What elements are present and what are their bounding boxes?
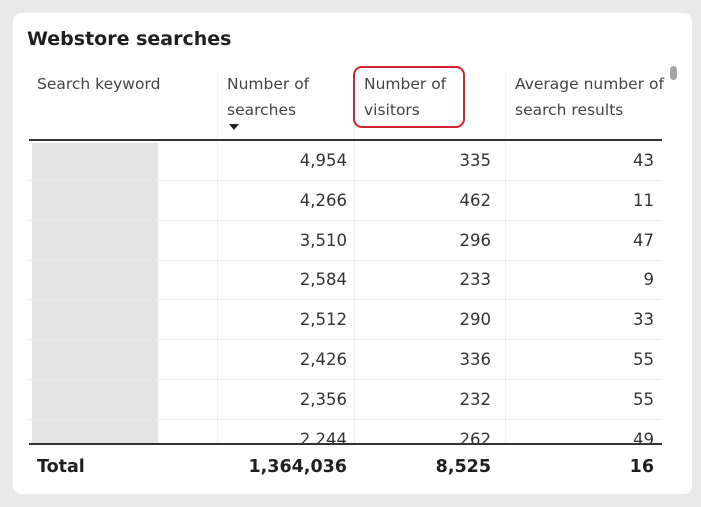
table-row[interactable]: 2,512 290 33 (29, 300, 662, 341)
cell-average-search-results: 43 (633, 151, 654, 170)
cell-number-of-searches: 2,244 (299, 429, 347, 444)
table-row[interactable]: 2,244 262 49 (29, 420, 662, 444)
table-row[interactable]: 2,584 233 9 (29, 260, 662, 301)
cell-average-search-results: 9 (643, 270, 655, 290)
table-body[interactable]: 4,954 335 43 4,266 462 11 3,510 296 47 2,584 233 9 2… (29, 141, 662, 444)
header-average-search-results[interactable]: Average number of search results (515, 75, 664, 119)
cell-average-search-results: 33 (633, 310, 654, 330)
cell-number-of-searches: 2,512 (299, 310, 347, 330)
cell-average-search-results: 47 (633, 230, 654, 250)
cell-number-of-searches: 2,356 (299, 389, 347, 409)
column-line (505, 141, 506, 444)
cell-number-of-searches: 2,426 (299, 350, 347, 369)
table-row[interactable]: 2,356 232 55 (29, 380, 662, 420)
cell-number-of-visitors: 296 (459, 230, 492, 250)
total-average-results: 16 (629, 457, 654, 477)
cell-number-of-searches: 2,584 (299, 270, 347, 290)
cell-number-of-visitors: 262 (459, 429, 492, 444)
header-search-keyword[interactable]: Search keyword (37, 75, 161, 93)
cell-average-search-results: 55 (633, 389, 654, 409)
header-number-of-searches[interactable]: Number of searches (227, 75, 310, 119)
table-row[interactable]: 3,510 296 47 (29, 221, 662, 261)
webstore-searches-card: Webstore searches Search keyword Number … (13, 13, 692, 494)
column-line (354, 141, 355, 444)
highlight-box (353, 66, 465, 128)
cell-average-search-results: 49 (633, 429, 654, 444)
cell-number-of-visitors: 232 (459, 389, 492, 409)
total-searches: 1,364,036 (248, 457, 347, 477)
cell-number-of-searches: 4,266 (299, 190, 347, 210)
visual-title: Webstore searches (27, 28, 232, 50)
column-divider (217, 71, 218, 139)
column-line (217, 141, 218, 444)
header-rule (29, 139, 662, 141)
vertical-scrollbar[interactable] (670, 66, 677, 80)
cell-number-of-visitors: 233 (459, 270, 492, 290)
cell-number-of-searches: 3,510 (299, 230, 347, 250)
cell-number-of-searches: 4,954 (299, 151, 347, 170)
cell-number-of-visitors: 336 (459, 350, 492, 369)
column-divider (505, 71, 506, 139)
redacted-keywords (32, 143, 158, 444)
table-row[interactable]: 4,954 335 43 (29, 141, 662, 181)
sort-descending-icon[interactable] (229, 124, 239, 130)
header-number-of-visitors[interactable]: Number of visitors (364, 75, 447, 119)
footer-rule (29, 443, 662, 445)
total-visitors: 8,525 (435, 457, 491, 477)
cell-number-of-visitors: 335 (459, 151, 492, 170)
total-label: Total (37, 457, 85, 477)
cell-average-search-results: 55 (633, 350, 654, 369)
table-row[interactable]: 2,426 336 55 (29, 340, 662, 380)
table-row[interactable]: 4,266 462 11 (29, 181, 662, 221)
cell-average-search-results: 11 (633, 190, 654, 210)
cell-number-of-visitors: 290 (459, 310, 492, 330)
cell-number-of-visitors: 462 (459, 190, 492, 210)
